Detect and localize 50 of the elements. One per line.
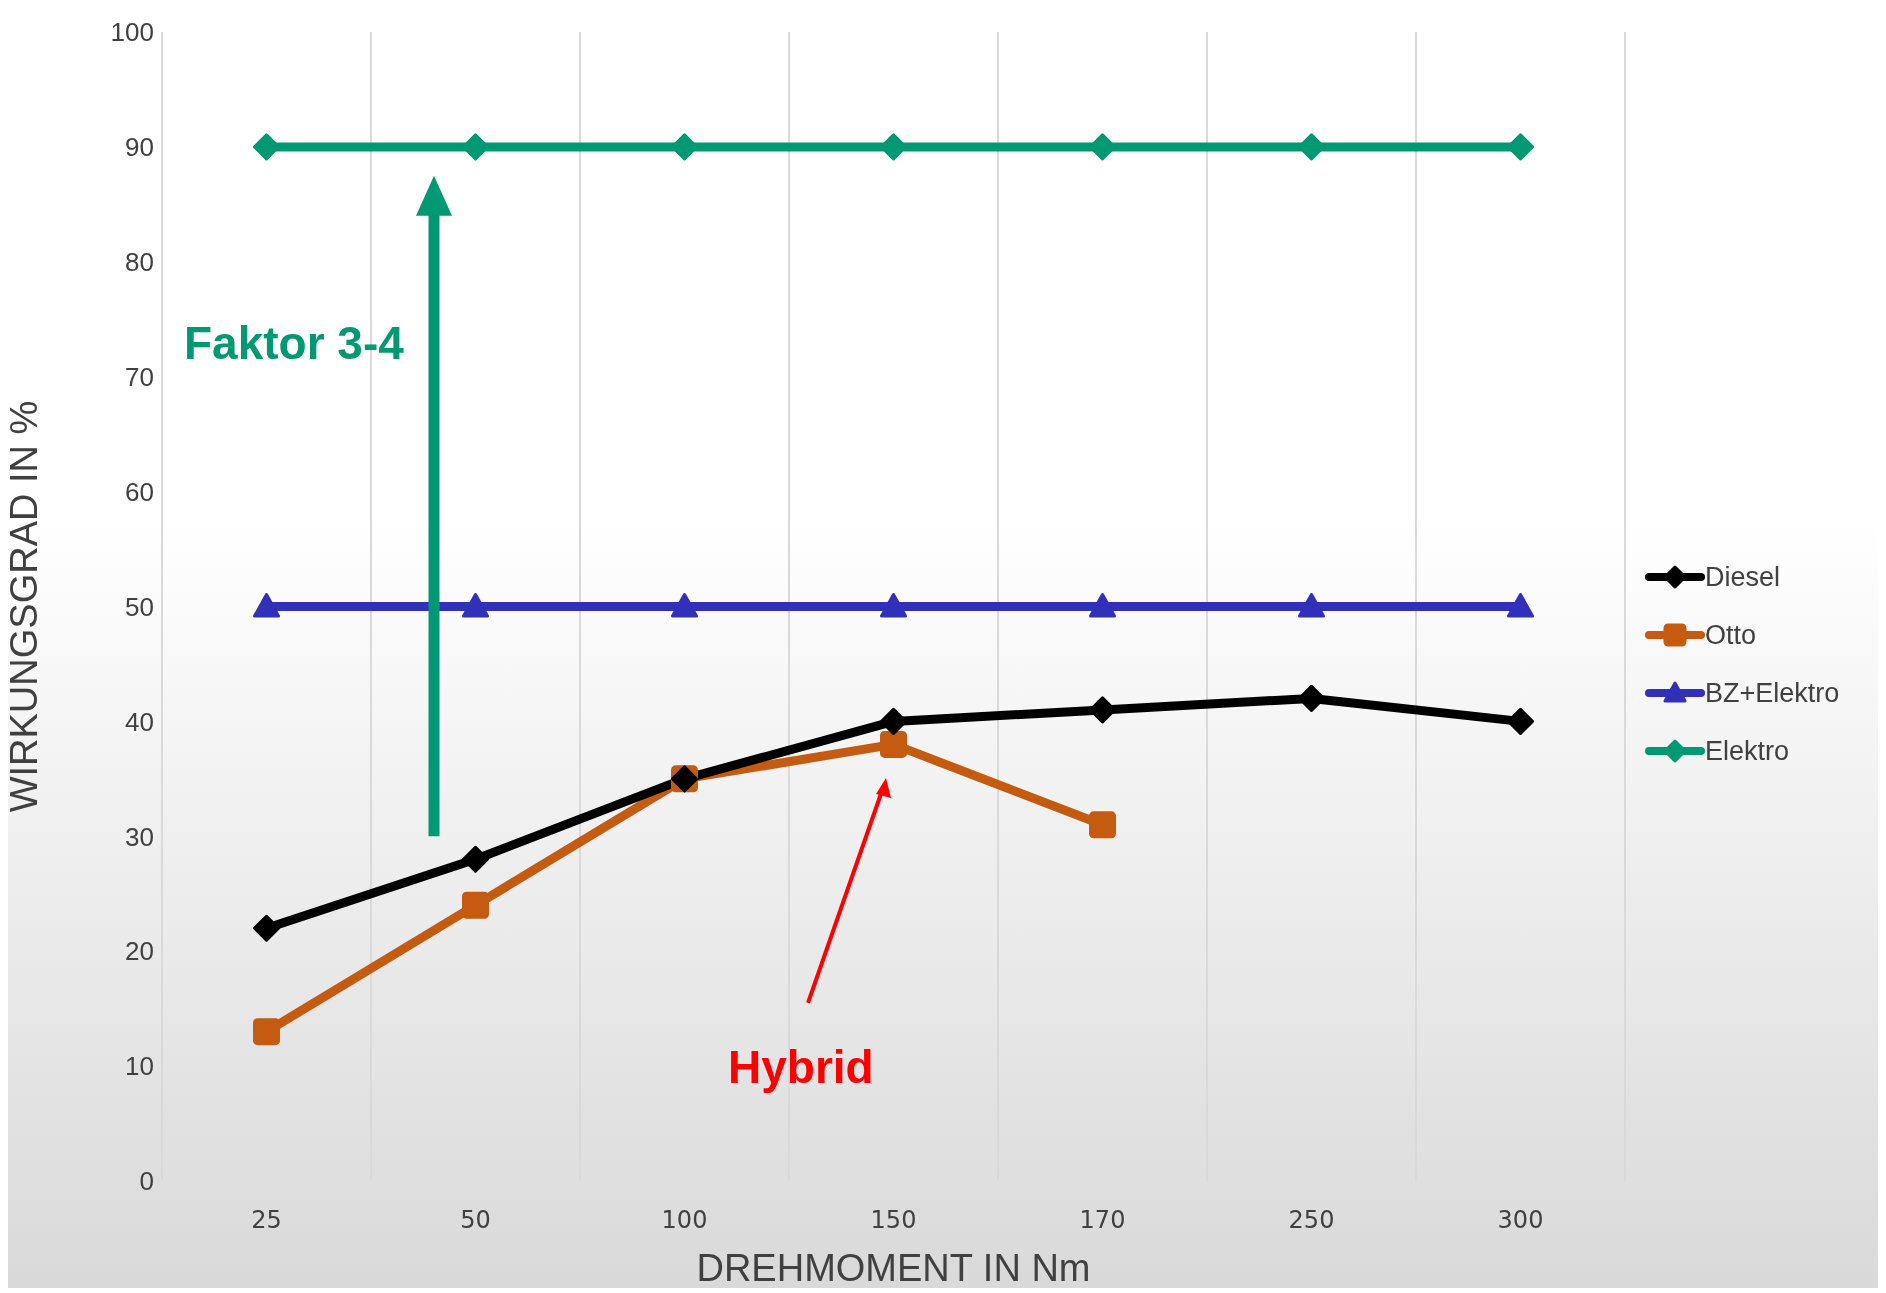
point [671, 133, 698, 161]
point [880, 707, 907, 735]
x-axis-title: DREHMOMENT IN Nm [696, 1247, 1091, 1289]
point [462, 891, 489, 919]
x-tick-label: 100 [661, 1206, 708, 1235]
y-tick-label: 90 [125, 132, 154, 163]
point [253, 593, 280, 618]
annotation: Hybrid [728, 1040, 874, 1095]
legend-label: Diesel [1705, 561, 1781, 593]
point [462, 845, 489, 873]
y-tick-label: 100 [110, 17, 154, 48]
y-tick-label: 0 [139, 1166, 154, 1197]
y-tick-label: 70 [125, 361, 154, 392]
point [1298, 133, 1325, 161]
point [462, 593, 489, 618]
y-tick-label: 40 [125, 706, 154, 737]
point [880, 593, 907, 618]
point [462, 133, 489, 161]
y-tick-label: 80 [125, 247, 154, 278]
point [1298, 684, 1325, 712]
point [1298, 593, 1325, 618]
x-tick-label: 50 [460, 1206, 491, 1235]
point [1507, 593, 1534, 618]
point [1507, 133, 1534, 161]
point [253, 133, 280, 161]
point [1089, 133, 1116, 161]
x-tick-label: 25 [251, 1206, 282, 1235]
legend-label: Elektro [1705, 735, 1790, 767]
point [253, 1018, 280, 1046]
x-tick-label: 170 [1079, 1206, 1126, 1235]
y-axis-title: WIRKUNGSGRAD IN % [3, 400, 46, 813]
point [1089, 593, 1116, 618]
y-tick-label: 50 [125, 591, 154, 622]
y-tick-label: 60 [125, 476, 154, 507]
point [1089, 696, 1116, 724]
point [1089, 811, 1116, 839]
x-tick-label: 300 [1497, 1206, 1544, 1235]
y-tick-label: 30 [125, 821, 154, 852]
point [253, 914, 280, 942]
point [671, 593, 698, 618]
point [880, 133, 907, 161]
annotation: Faktor 3-4 [184, 316, 404, 371]
point [880, 730, 907, 758]
legend-label: BZ+Elektro [1705, 677, 1840, 709]
point [1507, 707, 1534, 735]
legend-label: Otto [1705, 619, 1757, 651]
x-tick-label: 150 [870, 1206, 917, 1235]
y-tick-label: 20 [125, 936, 154, 967]
y-tick-label: 10 [125, 1051, 154, 1082]
x-tick-label: 250 [1288, 1206, 1335, 1235]
